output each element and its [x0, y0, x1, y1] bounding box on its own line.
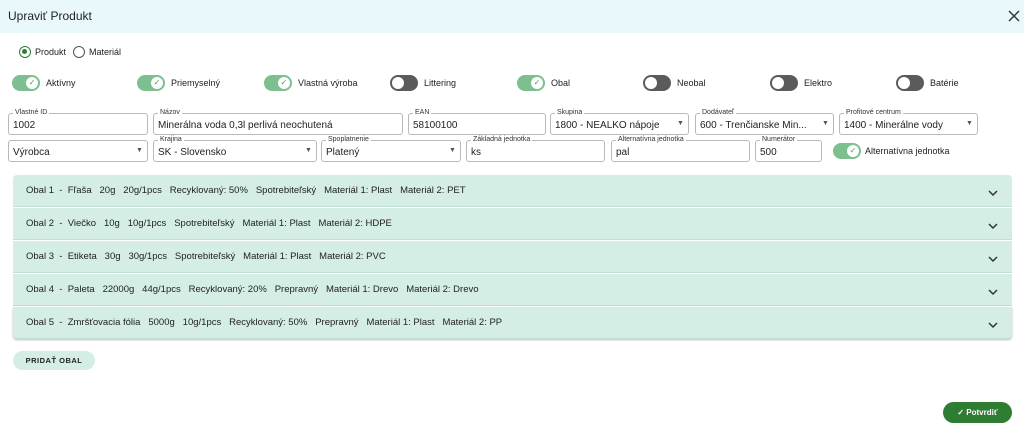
field-label: Základná jednotka [471, 136, 533, 143]
chevron [988, 184, 998, 202]
field-value: 1002 [13, 120, 36, 131]
toggle-knob [772, 77, 784, 89]
select-arrow: ▼ [305, 147, 312, 154]
field-label: Skupina [555, 109, 585, 116]
text-field[interactable]: 1002 [8, 113, 148, 135]
toggle-knob [645, 77, 657, 89]
accordion-row[interactable] [13, 241, 1012, 273]
field-value: Výrobca [13, 147, 50, 158]
select-field[interactable]: 1800 - NEALKO nápoje [550, 113, 689, 135]
add-button[interactable]: PRIDAŤ OBAL [13, 351, 95, 370]
radio-label: Produkt [35, 47, 67, 57]
toggle[interactable]: ✓ [833, 143, 861, 159]
select-field[interactable]: Platený [321, 140, 461, 162]
text-field[interactable]: 58100100 [408, 113, 546, 135]
field-label: Názov [158, 109, 182, 116]
toggle[interactable] [643, 75, 671, 91]
toggle[interactable]: ✓ [137, 75, 165, 91]
text-field[interactable]: ks [466, 140, 605, 162]
select-field[interactable]: Výrobca [8, 140, 148, 162]
toggle-knob [392, 77, 404, 89]
toggle-knob: ✓ [26, 77, 38, 89]
toggle[interactable]: ✓ [12, 75, 40, 91]
select-field[interactable]: 1400 - Minerálne vody [839, 113, 978, 135]
field-value: 1800 - NEALKO nápoje [555, 120, 660, 131]
package-summary: Obal 5 - Zmršťovacia fólia 5000g 10g/1pc… [26, 317, 503, 328]
confirm-label: Potvrdiť [966, 408, 998, 417]
field-label: Profitové centrum [844, 109, 903, 116]
toggle-label: Littering [424, 78, 457, 88]
toggle-label: Alternatívna jednotka [865, 146, 950, 156]
toggle[interactable] [770, 75, 798, 91]
package-summary: Obal 3 - Etiketa 30g 30g/1pcs Spotrebite… [26, 251, 386, 262]
header-bar [0, 0, 1024, 33]
field-value: ks [471, 147, 481, 158]
select-arrow: ▼ [822, 120, 829, 127]
field-label: EAN [413, 109, 432, 116]
close-button[interactable] [1008, 10, 1020, 22]
select-arrow: ▼ [136, 147, 143, 154]
field-label: Spoplatnenie [326, 136, 371, 143]
toggle-label: Vlastná výroba [298, 78, 358, 88]
field-label: Dodávateľ [700, 109, 737, 116]
select-arrow: ▼ [449, 147, 456, 154]
accordion-row[interactable] [13, 208, 1012, 240]
toggle[interactable] [390, 75, 418, 91]
text-field[interactable]: pal [611, 140, 750, 162]
toggle-label: Neobal [677, 78, 706, 88]
toggle-label: Aktívny [46, 78, 76, 88]
toggle-label: Priemyselný [171, 78, 221, 88]
radio[interactable] [73, 46, 85, 58]
toggle-knob: ✓ [278, 77, 290, 89]
accordion-row[interactable] [13, 175, 1012, 207]
chevron [988, 250, 998, 268]
accordion-row[interactable] [13, 307, 1012, 339]
select-field[interactable]: 600 - Trenčianske Min... [695, 113, 834, 135]
toggle-knob [898, 77, 910, 89]
toggle-label: Elektro [804, 78, 833, 88]
field-label: Numerátor [760, 136, 798, 143]
field-value: 600 - Trenčianske Min... [700, 120, 807, 131]
field-value: Minerálna voda 0,3l perlivá neochutená [158, 120, 333, 131]
field-label: Krajina [158, 136, 184, 143]
package-summary: Obal 4 - Paleta 22000g 44g/1pcs Recyklov… [26, 284, 479, 295]
select-field[interactable]: SK - Slovensko [153, 140, 317, 162]
chevron [988, 283, 998, 301]
chevron [988, 217, 998, 235]
radio-label: Materiál [89, 47, 122, 57]
toggle-knob: ✓ [847, 145, 859, 157]
package-summary: Obal 2 - Viečko 10g 10g/1pcs Spotrebiteľ… [26, 218, 392, 229]
field-value: pal [616, 147, 630, 158]
field-value: 500 [760, 147, 777, 158]
field-value: 58100100 [413, 120, 458, 131]
toggle-label: Obal [551, 78, 571, 88]
package-summary: Obal 1 - Fľaša 20g 20g/1pcs Recyklovaný:… [26, 185, 466, 196]
radio[interactable] [19, 46, 31, 58]
toggle[interactable]: ✓ [264, 75, 292, 91]
field-value: 1400 - Minerálne vody [844, 120, 943, 131]
confirm-button[interactable]: ✓ Potvrdiť [943, 402, 1012, 423]
toggle[interactable]: ✓ [517, 75, 545, 91]
check-icon: ✓ [957, 408, 967, 417]
toggle-knob: ✓ [531, 77, 543, 89]
select-arrow: ▼ [966, 120, 973, 127]
field-value: Platený [326, 147, 360, 158]
chevron [988, 316, 998, 334]
field-label: Vlastné ID [13, 109, 50, 116]
dialog-title: Upraviť Produkt [8, 9, 92, 23]
field-label: Alternatívna jednotka [616, 136, 686, 143]
toggle-label: Batérie [930, 78, 959, 88]
toggle-knob: ✓ [151, 77, 163, 89]
select-arrow: ▼ [677, 120, 684, 127]
text-field[interactable]: Minerálna voda 0,3l perlivá neochutená [153, 113, 403, 135]
text-field[interactable]: 500 [755, 140, 822, 162]
accordion-row[interactable] [13, 274, 1012, 306]
field-value: SK - Slovensko [158, 147, 227, 158]
toggle[interactable] [896, 75, 924, 91]
